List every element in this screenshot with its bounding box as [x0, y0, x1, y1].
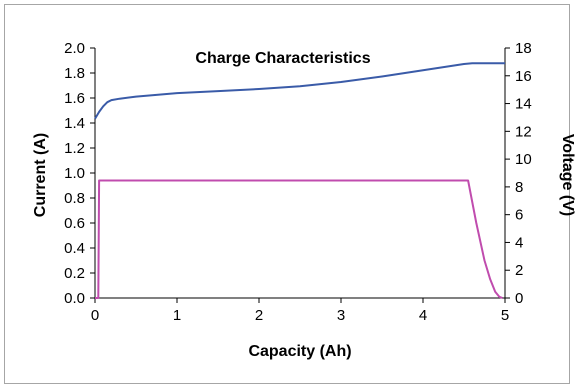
y-left-tick-label: 1.4: [64, 115, 85, 132]
y-right-tick-label: 18: [515, 40, 532, 57]
x-axis-title: Capacity (Ah): [248, 343, 351, 360]
y-right-tick-label: 0: [515, 290, 523, 307]
y-left-axis-title: Current (A): [32, 133, 49, 217]
x-tick-label: 1: [173, 307, 181, 324]
x-tick-label: 2: [255, 307, 263, 324]
y-left-tick-label: 1.0: [64, 165, 85, 182]
y-left-tick-label: 1.8: [64, 65, 85, 82]
x-tick-label: 0: [91, 307, 99, 324]
series-layer: [94, 62, 505, 299]
y-left-tick-label: 1.2: [64, 140, 85, 157]
y-left-tick-label: 0.8: [64, 190, 85, 207]
y-right-ticks: 0 2 4 6 8 10 12 14 16 18: [505, 40, 532, 307]
y-right-tick-label: 14: [515, 96, 532, 113]
y-left-tick-label: 2.0: [64, 40, 85, 57]
y-left-ticks: 0.0 0.2 0.4 0.6 0.8 1.0 1.2 1.4 1.6 1.8 2.0: [64, 40, 95, 307]
chart-title: Charge Characteristics: [195, 50, 370, 67]
y-right-tick-label: 2: [515, 262, 523, 279]
y-right-axis-title: Voltage (V): [559, 134, 576, 216]
y-right-tick-label: 12: [515, 123, 532, 140]
y-right-tick-label: 4: [515, 234, 523, 251]
voltage-series-line: [94, 62, 505, 120]
x-ticks: 0 1 2 3 4 5: [91, 298, 509, 324]
y-right-tick-label: 16: [515, 68, 532, 85]
x-tick-label: 3: [337, 307, 345, 324]
y-left-tick-label: 1.6: [64, 90, 85, 107]
y-right-tick-label: 6: [515, 207, 523, 224]
x-tick-label: 4: [419, 307, 427, 324]
x-tick-label: 5: [501, 307, 509, 324]
y-left-tick-label: 0.4: [64, 240, 85, 257]
y-right-tick-label: 8: [515, 179, 523, 196]
y-left-tick-label: 0.2: [64, 265, 85, 282]
y-left-tick-label: 0.0: [64, 290, 85, 307]
y-right-tick-label: 10: [515, 151, 532, 168]
current-series-line: [95, 179, 503, 299]
y-left-tick-label: 0.6: [64, 215, 85, 232]
